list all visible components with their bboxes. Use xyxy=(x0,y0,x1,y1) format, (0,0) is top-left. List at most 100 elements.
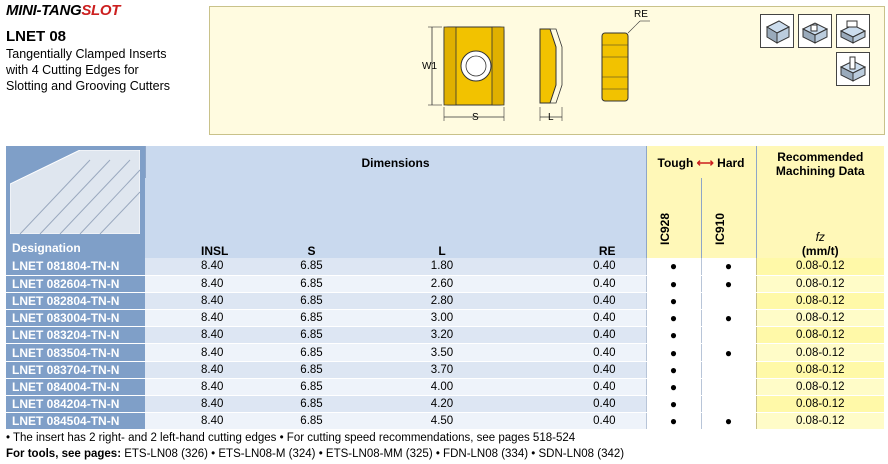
insl-cell: 8.40 xyxy=(145,378,245,397)
machining-data-label: Machining Data xyxy=(775,164,865,178)
ic910-cell: ● xyxy=(700,309,757,328)
grade-ic910-label: IC910 xyxy=(712,212,727,246)
designation-cell: LNET 084204-TN-N xyxy=(6,395,145,414)
ic910-cell: ● xyxy=(700,343,757,362)
l-cell: 4.50 xyxy=(378,412,506,431)
insl-cell: 8.40 xyxy=(145,275,245,293)
col-re-header: RE xyxy=(506,178,647,258)
dimension-label-w1: W1 xyxy=(422,61,437,72)
ic910-cell: ● xyxy=(700,258,757,276)
ic910-cell: ● xyxy=(700,275,757,293)
product-title: LNET 08 xyxy=(6,28,67,45)
re-cell: 0.40 xyxy=(506,258,647,276)
insl-cell: 8.40 xyxy=(145,361,245,379)
s-cell: 6.85 xyxy=(245,343,378,362)
dimension-label-s: S xyxy=(472,112,479,123)
re-cell: 0.40 xyxy=(506,395,647,414)
note-line-2: For tools, see pages: ETS-LN08 (326) • E… xyxy=(6,446,886,462)
s-cell: 6.85 xyxy=(245,412,378,431)
hard-label: Hard xyxy=(717,156,745,170)
ic928-cell: ● xyxy=(645,258,702,276)
l-cell: 3.50 xyxy=(378,343,506,362)
designation-cell: LNET 082804-TN-N xyxy=(6,292,145,311)
table-row: LNET 084504-TN-N 8.40 6.85 4.50 0.40 ● ● 0.08-0… xyxy=(6,412,885,431)
table-row: LNET 083704-TN-N 8.40 6.85 3.70 0.40 ● 0.08-0.… xyxy=(6,361,885,379)
table-row: LNET 081804-TN-N 8.40 6.85 1.80 0.40 ● ● 0.08-0… xyxy=(6,258,885,276)
insl-cell: 8.40 xyxy=(145,292,245,311)
l-cell: 1.80 xyxy=(378,258,506,276)
insert-profile-icon xyxy=(10,150,140,234)
ic910-cell xyxy=(700,395,757,414)
re-cell: 0.40 xyxy=(506,412,647,431)
slotting-icon xyxy=(760,14,794,48)
fz-cell: 0.08-0.12 xyxy=(755,292,885,311)
fz-cell: 0.08-0.12 xyxy=(755,343,885,362)
s-cell: 6.85 xyxy=(245,326,378,345)
product-description: Tangentially Clamped Inserts with 4 Cutt… xyxy=(6,46,196,94)
grade-ic928-label: IC928 xyxy=(657,212,672,246)
designation-cell: LNET 083504-TN-N xyxy=(6,343,145,362)
ic910-cell xyxy=(700,361,757,379)
l-cell: 4.00 xyxy=(378,378,506,397)
tough-label: Tough xyxy=(657,156,694,170)
l-cell: 3.00 xyxy=(378,309,506,328)
designation-cell: LNET 082604-TN-N xyxy=(6,275,145,293)
grade-ic910-header: IC910 xyxy=(700,178,757,258)
ic910-cell xyxy=(700,292,757,311)
insl-cell: 8.40 xyxy=(145,309,245,328)
ic928-cell: ● xyxy=(645,275,702,293)
l-cell: 2.80 xyxy=(378,292,506,311)
brand-logo: MINI-TANGSLOT xyxy=(6,2,120,19)
re-cell: 0.40 xyxy=(506,361,647,379)
insert-drawing xyxy=(428,20,650,121)
dimension-label-re: RE xyxy=(634,9,648,20)
ic928-cell: ● xyxy=(645,292,702,311)
s-cell: 6.85 xyxy=(245,292,378,311)
fz-unit: (mm/t) xyxy=(801,244,839,258)
parting-icon xyxy=(836,52,870,86)
description-line: Tangentially Clamped Inserts xyxy=(6,47,167,61)
s-cell: 6.85 xyxy=(245,378,378,397)
s-cell: 6.85 xyxy=(245,309,378,328)
double-arrow-icon: ⟷ xyxy=(696,156,714,170)
ic928-cell: ● xyxy=(645,378,702,397)
s-cell: 6.85 xyxy=(245,275,378,293)
insl-cell: 8.40 xyxy=(145,395,245,414)
insl-cell: 8.40 xyxy=(145,343,245,362)
fz-cell: 0.08-0.12 xyxy=(755,378,885,397)
fz-cell: 0.08-0.12 xyxy=(755,326,885,345)
l-cell: 4.20 xyxy=(378,395,506,414)
re-cell: 0.40 xyxy=(506,326,647,345)
table-row: LNET 083204-TN-N 8.40 6.85 3.20 0.40 ● 0.08-0.… xyxy=(6,326,885,345)
fz-cell: 0.08-0.12 xyxy=(755,258,885,276)
insl-cell: 8.40 xyxy=(145,258,245,276)
ic928-cell: ● xyxy=(645,309,702,328)
tools-label: For tools, see pages: xyxy=(6,448,122,460)
fz-cell: 0.08-0.12 xyxy=(755,309,885,328)
insl-cell: 8.40 xyxy=(145,412,245,431)
col-l-header: L xyxy=(378,178,506,258)
fz-label: fz xyxy=(815,230,825,244)
grade-ic928-header: IC928 xyxy=(645,178,702,258)
l-cell: 2.60 xyxy=(378,275,506,293)
col-insl-header: INSL xyxy=(145,178,245,258)
designation-cell: LNET 083004-TN-N xyxy=(6,309,145,328)
re-cell: 0.40 xyxy=(506,275,647,293)
ic928-cell: ● xyxy=(645,395,702,414)
brand-name-part1: MINI-TANG xyxy=(6,2,82,19)
specification-table: Designation Dimensions Tough ⟷ Hard Reco… xyxy=(6,146,885,431)
ic928-cell: ● xyxy=(645,343,702,362)
description-line: with 4 Cutting Edges for xyxy=(6,63,139,77)
description-line: Slotting and Grooving Cutters xyxy=(6,79,170,93)
toughness-header: Tough ⟷ Hard xyxy=(645,146,757,178)
fz-cell: 0.08-0.12 xyxy=(755,361,885,379)
s-cell: 6.85 xyxy=(245,395,378,414)
grooving-icon xyxy=(798,14,832,48)
ic910-cell xyxy=(700,378,757,397)
table-row: LNET 083504-TN-N 8.40 6.85 3.50 0.40 ● ● 0.08-0… xyxy=(6,343,885,362)
recommended-label: Recommended xyxy=(777,150,864,164)
s-cell: 6.85 xyxy=(245,258,378,276)
ic910-cell xyxy=(700,326,757,345)
fz-cell: 0.08-0.12 xyxy=(755,412,885,431)
l-cell: 3.20 xyxy=(378,326,506,345)
